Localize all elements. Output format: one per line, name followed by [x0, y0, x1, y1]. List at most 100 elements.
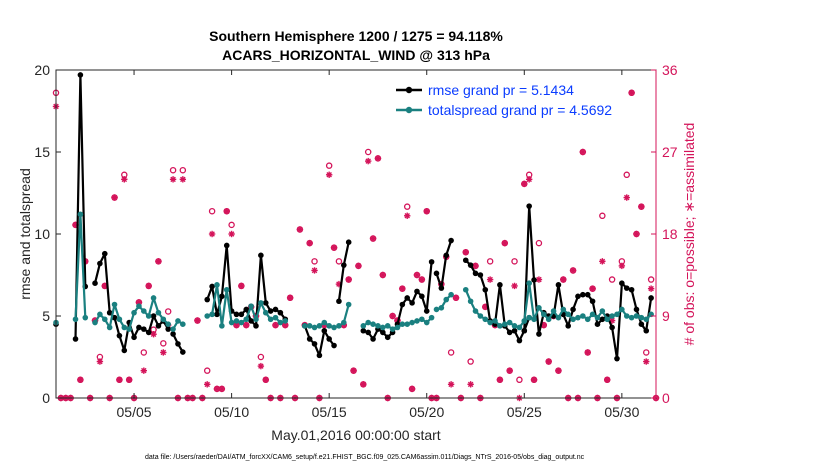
obs-possible-marker	[364, 148, 372, 156]
totalspread-point	[545, 316, 552, 323]
rmse-point	[248, 318, 254, 324]
obs-assimilated-marker	[306, 239, 313, 247]
obs-possible-marker	[599, 212, 606, 220]
totalspread-point	[282, 318, 289, 324]
obs-possible-marker	[511, 258, 518, 265]
obs-assimilated-marker	[204, 381, 211, 388]
totalspread-point	[209, 311, 215, 318]
obs-assimilated-marker	[560, 276, 567, 283]
obs-assimilated-marker	[150, 331, 157, 338]
totalspread-point	[106, 324, 113, 331]
rmse-line	[337, 241, 350, 302]
rmse-point	[423, 308, 430, 314]
totalspread-point	[316, 323, 323, 329]
obs-assimilated-marker	[418, 276, 426, 283]
obs-assimilated-marker	[257, 362, 265, 370]
y-tick-label: 5	[42, 308, 50, 324]
obs-assimilated-marker	[618, 262, 626, 270]
obs-possible-marker	[228, 221, 235, 229]
obs-assimilated-marker	[623, 194, 630, 201]
obs-assimilated-marker	[233, 321, 240, 329]
totalspread-point	[336, 323, 342, 329]
totalspread-point	[326, 323, 332, 329]
obs-possible-marker	[164, 308, 172, 315]
obs-assimilated-marker	[125, 376, 133, 383]
totalspread-point	[258, 300, 264, 306]
rmse-point	[72, 336, 79, 342]
totalspread-point	[487, 319, 493, 326]
obs-assimilated-marker	[413, 271, 421, 279]
totalspread-point	[404, 321, 411, 328]
rmse-point	[277, 309, 284, 316]
obs-assimilated-marker	[218, 385, 226, 393]
obs-assimilated-marker	[160, 349, 167, 356]
rmse-point	[599, 316, 606, 323]
totalspread-point	[204, 313, 211, 319]
obs-assimilated-marker	[121, 176, 128, 183]
totalspread-point	[331, 324, 337, 331]
totalspread-point	[628, 314, 635, 321]
rmse-point	[570, 306, 576, 313]
totalspread-point	[345, 301, 352, 308]
obs-assimilated-marker	[506, 367, 513, 374]
totalspread-point	[267, 316, 274, 323]
rmse-point	[219, 293, 225, 300]
totalspread-point	[214, 282, 220, 288]
totalspread-point	[150, 295, 157, 301]
totalspread-point	[160, 316, 167, 323]
rmse-point	[155, 323, 162, 329]
obs-possible-marker	[179, 166, 187, 174]
totalspread-line	[240, 301, 286, 324]
rmse-point	[565, 323, 571, 329]
rmse-line	[93, 252, 170, 352]
obs-assimilated-marker	[408, 385, 416, 393]
obs-assimilated-marker	[96, 358, 104, 365]
obs-assimilated-marker	[447, 381, 455, 388]
totalspread-point	[233, 318, 240, 324]
x-axis: 05/05 05/10 05/15 05/20 05/25 05/30	[117, 70, 640, 420]
totalspread-point	[448, 291, 454, 298]
totalspread-point	[223, 286, 230, 293]
totalspread-point	[248, 303, 254, 309]
totalspread-point	[170, 326, 176, 332]
obs-assimilated-marker	[208, 230, 216, 238]
obs-assimilated-marker	[399, 285, 406, 292]
rmse-point	[575, 293, 581, 300]
totalspread-point	[506, 319, 513, 326]
totalspread-point	[111, 301, 118, 308]
rmse-point	[584, 291, 591, 298]
totalspread-point	[599, 308, 606, 314]
y-tick-label: 15	[34, 144, 50, 160]
obs-assimilated-marker	[238, 282, 245, 290]
rmse-point	[204, 296, 211, 303]
obs-possible-marker	[169, 166, 177, 174]
obs-assimilated-marker	[379, 271, 387, 279]
rmse-point	[243, 306, 250, 313]
obs-assimilated-marker	[140, 367, 148, 374]
totalspread-point	[321, 319, 328, 326]
rmse-point	[536, 331, 542, 337]
obs-assimilated-marker	[589, 285, 596, 292]
obs-assimilated-marker	[155, 258, 162, 265]
obs-assimilated-marker	[647, 285, 655, 292]
obs-assimilated-marker	[638, 203, 645, 210]
rmse-point	[380, 329, 386, 336]
rmse-point	[511, 327, 518, 334]
x-tick-label: 05/25	[507, 404, 542, 420]
rmse-point	[619, 280, 625, 287]
totalspread-point	[584, 316, 591, 323]
totalspread-point	[536, 305, 542, 311]
obs-possible-marker	[208, 207, 216, 215]
obs-assimilated-marker	[604, 376, 611, 383]
rmse-line	[523, 205, 653, 360]
totalspread-point	[97, 311, 103, 318]
y-axis-label: rmse and totalspread	[17, 168, 33, 300]
obs-assimilated-marker	[569, 267, 577, 274]
totalspread-line	[94, 296, 169, 331]
obs-assimilated-marker	[555, 367, 562, 374]
rmse-point	[180, 349, 186, 355]
rmse-point	[633, 306, 640, 313]
rmse-point	[306, 336, 313, 342]
obs-possible-marker	[325, 162, 333, 169]
rmse-point	[145, 329, 152, 336]
